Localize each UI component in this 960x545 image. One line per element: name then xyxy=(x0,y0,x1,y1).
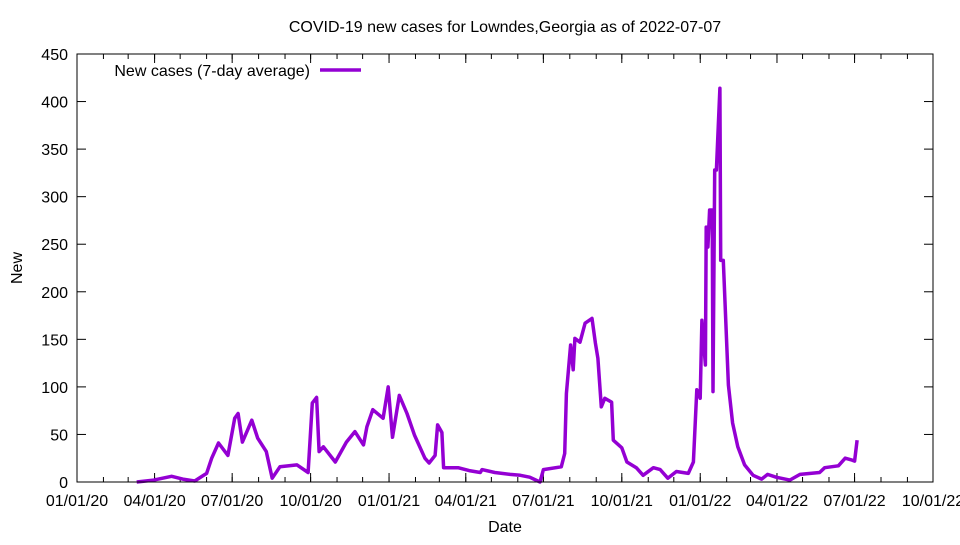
chart-title: COVID-19 new cases for Lowndes,Georgia a… xyxy=(289,19,721,36)
y-tick-label: 50 xyxy=(50,427,68,444)
y-tick-label: 150 xyxy=(41,332,68,349)
plot-border xyxy=(76,53,934,483)
axis-ticks: 0 50 100 150 200 250 300 350 400 450 01/01/20 04/01… xyxy=(41,47,960,510)
series-line xyxy=(136,86,859,484)
y-tick-label: 0 xyxy=(59,475,68,492)
x-tick-label: 01/01/20 xyxy=(46,493,108,510)
x-tick-label: 07/01/22 xyxy=(823,493,885,510)
y-axis-label: New xyxy=(9,252,26,284)
x-tick-label: 07/01/21 xyxy=(512,493,574,510)
x-axis-label: Date xyxy=(488,519,522,536)
x-tick-label: 04/01/22 xyxy=(746,493,808,510)
y-tick-label: 200 xyxy=(41,285,68,302)
x-tick-label: 10/01/20 xyxy=(279,493,341,510)
legend-label: New cases (7-day average) xyxy=(114,63,310,80)
y-tick-label: 400 xyxy=(41,95,68,112)
x-tick-label: 10/01/22 xyxy=(902,493,960,510)
x-tick-label: 10/01/21 xyxy=(591,493,653,510)
x-tick-label: 04/01/20 xyxy=(123,493,185,510)
legend: New cases (7-day average) xyxy=(114,63,361,80)
x-tick-label: 01/01/21 xyxy=(358,493,420,510)
y-tick-label: 250 xyxy=(41,237,68,254)
y-tick-label: 100 xyxy=(41,380,68,397)
x-tick-label: 07/01/20 xyxy=(201,493,263,510)
x-tick-label: 04/01/21 xyxy=(435,493,497,510)
x-tick-label: 01/01/22 xyxy=(669,493,731,510)
y-tick-label: 300 xyxy=(41,190,68,207)
y-tick-label: 350 xyxy=(41,142,68,159)
series-layer xyxy=(136,86,859,484)
y-tick-label: 450 xyxy=(41,47,68,64)
